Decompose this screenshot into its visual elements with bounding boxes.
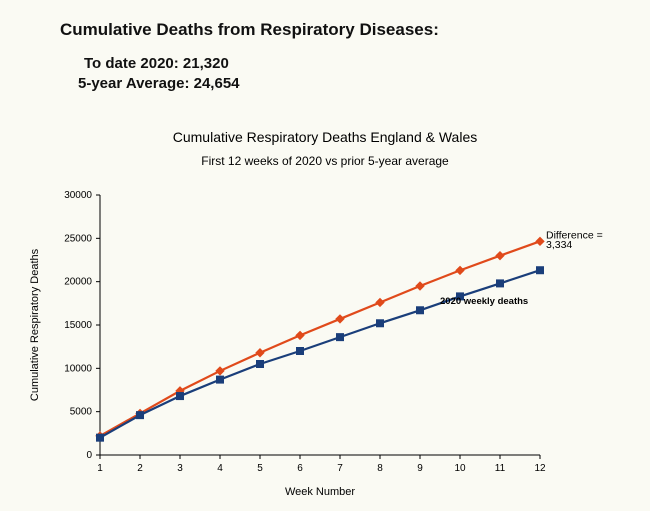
x-axis-label: Week Number — [285, 486, 355, 498]
y-tick-label: 15000 — [64, 320, 92, 331]
series-1-marker — [97, 434, 104, 441]
x-tick-label: 12 — [534, 463, 546, 474]
series-0-marker — [336, 315, 344, 323]
chart-title: Cumulative Respiratory Deaths England & … — [173, 129, 478, 145]
series-1-marker — [417, 307, 424, 314]
series-0-marker — [416, 282, 424, 290]
y-tick-label: 5000 — [70, 407, 93, 418]
series-1-marker — [377, 320, 384, 327]
page: Cumulative Deaths from Respiratory Disea… — [0, 0, 650, 511]
x-tick-label: 5 — [257, 463, 263, 474]
x-tick-label: 7 — [337, 463, 343, 474]
y-tick-label: 0 — [86, 450, 92, 461]
x-tick-label: 11 — [495, 463, 506, 474]
x-tick-label: 8 — [377, 463, 383, 474]
series-1-marker — [497, 280, 504, 287]
series-0-marker — [376, 298, 384, 306]
series-0-marker — [296, 331, 304, 339]
series-1-marker — [257, 361, 264, 368]
series-1-marker — [137, 412, 144, 419]
series-1-marker — [217, 376, 224, 383]
y-tick-label: 30000 — [64, 190, 92, 201]
chart-annotation-1: 3,334 — [546, 239, 572, 251]
series-0-marker — [496, 252, 504, 260]
header-block: Cumulative Deaths from Respiratory Disea… — [0, 0, 650, 93]
chart-subtitle: First 12 weeks of 2020 vs prior 5-year a… — [201, 154, 449, 168]
series-0-marker — [536, 237, 544, 245]
series-1-marker — [337, 334, 344, 341]
series-0-marker — [256, 349, 264, 357]
series-0-marker — [216, 367, 224, 375]
x-tick-label: 6 — [297, 463, 303, 474]
x-tick-label: 10 — [454, 463, 466, 474]
x-tick-label: 4 — [217, 463, 223, 474]
header-line-avg: 5-year Average: 24,654 — [60, 74, 650, 94]
y-tick-label: 20000 — [64, 277, 92, 288]
series-1-marker — [297, 348, 304, 355]
chart-container: Cumulative Respiratory Deaths England & … — [0, 120, 650, 511]
series-line-0 — [100, 241, 540, 436]
y-tick-label: 25000 — [64, 233, 92, 244]
y-axis-label: Cumulative Respiratory Deaths — [29, 248, 41, 401]
chart-annotation-2: 2020 weekly deaths — [440, 296, 528, 307]
x-tick-label: 2 — [137, 463, 143, 474]
series-1-marker — [537, 267, 544, 274]
x-tick-label: 9 — [417, 463, 423, 474]
y-tick-label: 10000 — [64, 363, 92, 374]
x-tick-label: 3 — [177, 463, 183, 474]
header-line-2020: To date 2020: 21,320 — [60, 54, 650, 74]
series-0-marker — [456, 266, 464, 274]
header-title: Cumulative Deaths from Respiratory Disea… — [60, 20, 650, 40]
x-tick-label: 1 — [97, 463, 103, 474]
line-chart: Cumulative Respiratory Deaths England & … — [0, 120, 650, 511]
series-1-marker — [177, 393, 184, 400]
